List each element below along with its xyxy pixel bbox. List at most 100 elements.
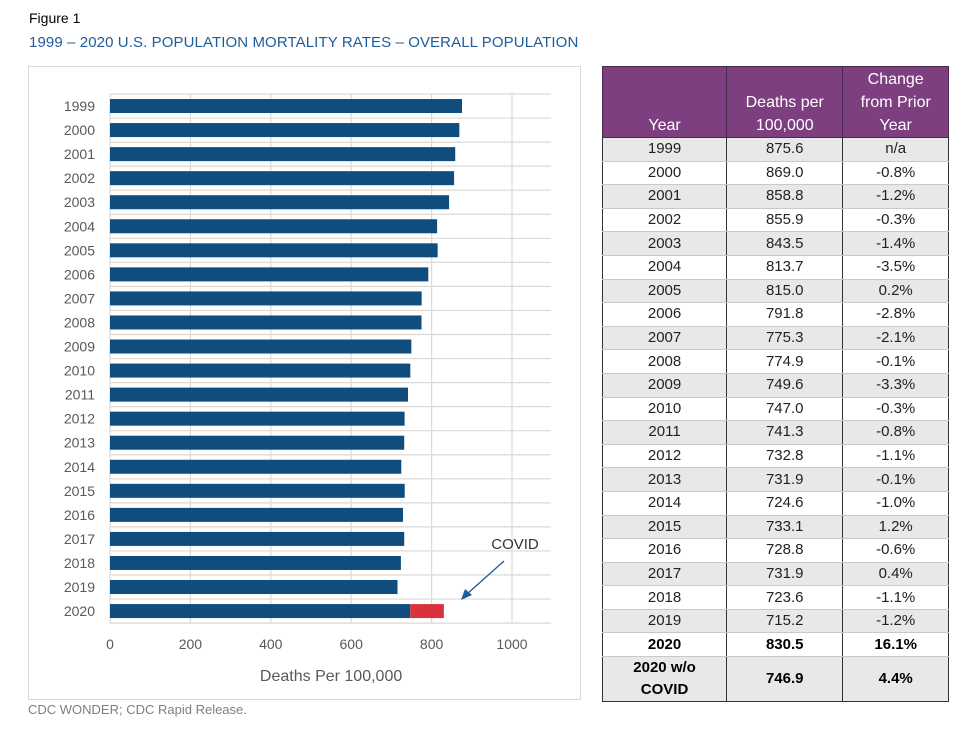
cell-change: -0.1%	[842, 467, 949, 492]
header-line: 100,000	[755, 117, 814, 134]
bar-2016	[110, 507, 403, 522]
cell-deaths: 855.9	[726, 208, 844, 233]
cell-deaths: 875.6	[726, 137, 844, 162]
covid-annotation-label: COVID	[491, 536, 539, 553]
cell-deaths: 815.0	[726, 279, 844, 304]
cell-change: -0.3%	[842, 208, 949, 233]
y-tick-label: 2015	[64, 483, 95, 499]
y-tick-label: 2004	[64, 218, 95, 234]
header-line: Deaths per	[745, 94, 824, 111]
cell-deaths: 724.6	[726, 491, 844, 516]
bar-2014	[110, 459, 402, 474]
cell-change: -0.6%	[842, 538, 949, 563]
cell-change: -1.4%	[842, 231, 949, 256]
y-tick-label: 2003	[64, 194, 95, 210]
bar-1999	[110, 99, 462, 114]
cell-deaths: 747.0	[726, 397, 844, 422]
bar-2019	[110, 580, 398, 595]
cell-year: 2012	[601, 444, 728, 469]
y-tick-label: 2013	[64, 435, 95, 451]
table-row: 2001 858.8 -1.2%	[601, 184, 949, 209]
header-change: Change from Prior Year	[842, 66, 949, 138]
cell-change: -0.8%	[842, 420, 949, 445]
table-row-2020-without-covid: 2020 w/o COVID 746.9 4.4%	[601, 656, 949, 703]
table-row: 2007 775.3 -2.1%	[601, 326, 949, 351]
cell-change: -2.1%	[842, 326, 949, 351]
cell-change: 1.2%	[842, 515, 949, 540]
bar-2005	[110, 243, 438, 258]
bar-2013	[110, 435, 405, 450]
x-tick-label: 200	[179, 636, 203, 652]
cell-change: 0.4%	[842, 562, 949, 587]
cell-deaths: 869.0	[726, 161, 844, 186]
cell-deaths: 746.9	[726, 656, 844, 703]
y-tick-label: 2005	[64, 242, 95, 258]
cell-change: n/a	[842, 137, 949, 162]
bar-2012	[110, 411, 405, 426]
cell-change: 16.1%	[842, 632, 949, 658]
table-row: 2018 723.6 -1.1%	[601, 585, 949, 610]
x-tick-label: 1000	[496, 636, 527, 652]
cell-deaths: 732.8	[726, 444, 844, 469]
cell-change: -1.1%	[842, 585, 949, 610]
cell-year: 2005	[601, 279, 728, 304]
table-row: 1999 875.6 n/a	[601, 137, 949, 162]
table-row: 2020 830.5 16.1%	[601, 632, 949, 658]
bar-2006	[110, 267, 429, 282]
y-tick-label: 1999	[64, 98, 95, 114]
table-row: 2015 733.1 1.2%	[601, 515, 949, 540]
table-row: 2010 747.0 -0.3%	[601, 397, 949, 422]
y-tick-label: 2007	[64, 290, 95, 306]
cell-year: 2014	[601, 491, 728, 516]
table-body: 1999 875.6 n/a 2000 869.0 -0.8% 2001 858.8 -1.2%…	[601, 137, 949, 703]
chart-frame: 1999 2000 2001 2002 2003 2004 2005 2006 2007 2008…	[28, 66, 581, 700]
table-row: 2011 741.3 -0.8%	[601, 420, 949, 445]
cell-deaths: 741.3	[726, 420, 844, 445]
cell-change: -3.5%	[842, 255, 949, 280]
cell-year: 2002	[601, 208, 728, 233]
y-tick-label: 2002	[64, 170, 95, 186]
cell-year: 2007	[601, 326, 728, 351]
bar-2011	[110, 387, 409, 402]
bar-2003	[110, 195, 450, 210]
header-line: Year	[648, 117, 681, 134]
cell-year: 2015	[601, 515, 728, 540]
cell-change: -1.2%	[842, 609, 949, 634]
header-year: Year	[601, 66, 728, 138]
table-row: 2009 749.6 -3.3%	[601, 373, 949, 398]
table-row: 2006 791.8 -2.8%	[601, 302, 949, 327]
cell-change: 4.4%	[842, 656, 949, 703]
cell-deaths: 830.5	[726, 632, 844, 658]
bar-2008	[110, 315, 422, 330]
y-tick-label: 2018	[64, 555, 95, 571]
table-row: 2003 843.5 -1.4%	[601, 231, 949, 256]
table-row: 2019 715.2 -1.2%	[601, 609, 949, 634]
y-tick-label: 2001	[64, 146, 95, 162]
cell-change: -1.1%	[842, 444, 949, 469]
bar-2009	[110, 339, 412, 354]
table-row: 2000 869.0 -0.8%	[601, 161, 949, 186]
table-row: 2008 774.9 -0.1%	[601, 349, 949, 374]
cell-deaths: 843.5	[726, 231, 844, 256]
table-row: 2017 731.9 0.4%	[601, 562, 949, 587]
figure-title: 1999 – 2020 U.S. POPULATION MORTALITY RA…	[29, 34, 579, 51]
mortality-bar-chart: 1999200020012002200320042005200620072008…	[64, 93, 551, 685]
cell-year: 2020 w/o COVID	[601, 656, 728, 703]
cell-change: -1.2%	[842, 184, 949, 209]
table-row: 2013 731.9 -0.1%	[601, 467, 949, 492]
cell-year: 2017	[601, 562, 728, 587]
cell-deaths: 728.8	[726, 538, 844, 563]
cell-change: -3.3%	[842, 373, 949, 398]
cell-deaths: 775.3	[726, 326, 844, 351]
cell-year: 2004	[601, 255, 728, 280]
cell-deaths: 715.2	[726, 609, 844, 634]
bar-2010	[110, 363, 411, 378]
cell-year: 2000	[601, 161, 728, 186]
cell-deaths: 749.6	[726, 373, 844, 398]
bar-2017	[110, 531, 405, 546]
y-tick-label: 2012	[64, 411, 95, 427]
bar-2004	[110, 219, 438, 234]
cell-deaths: 858.8	[726, 184, 844, 209]
bar-2002	[110, 171, 455, 186]
header-line: Change	[867, 71, 924, 88]
